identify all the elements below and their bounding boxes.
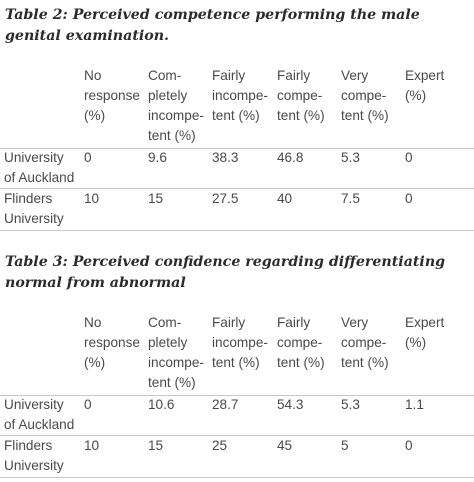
cell-fairly-incompetent: 28.7 (212, 397, 239, 412)
header-fairly-incompetent-line1: Fairly (212, 315, 246, 330)
row-label-line2: University (4, 458, 64, 473)
header-completely-incompetent-line4: tent (%) (148, 128, 196, 143)
header-no-response-line2: response (84, 335, 140, 350)
header-completely-incompetent-line3: incompe- (148, 108, 204, 123)
cell-fairly-incompetent: 38.3 (212, 150, 239, 165)
header-fairly-competent-line2: compe- (277, 88, 323, 103)
table-3-bottom-rule (0, 477, 474, 478)
cell-fairly-competent: 54.3 (277, 397, 304, 412)
table-2-header-rule (0, 148, 474, 149)
cell-expert: 0 (405, 150, 413, 165)
cell-very-competent: 5.3 (341, 397, 360, 412)
cell-no-response: 10 (84, 438, 100, 453)
header-expert-line2: (%) (405, 88, 427, 103)
header-no-response-line3: (%) (84, 108, 106, 123)
cell-completely-incompetent: 10.6 (148, 397, 175, 412)
header-very-competent-line3: tent (%) (341, 108, 389, 123)
row-label-line2: of Auckland (4, 417, 75, 432)
table-2-bottom-rule (0, 230, 474, 231)
cell-fairly-competent: 45 (277, 438, 293, 453)
header-completely-incompetent-line2: pletely (148, 335, 188, 350)
header-no-response-line1: No (84, 315, 102, 330)
header-fairly-competent-line2: compe- (277, 335, 323, 350)
header-completely-incompetent-line2: pletely (148, 88, 188, 103)
cell-no-response: 0 (84, 150, 92, 165)
row-label-line2: of Auckland (4, 170, 75, 185)
table-3-header-rule (0, 395, 474, 396)
cell-very-competent: 5.3 (341, 150, 360, 165)
cell-completely-incompetent: 15 (148, 191, 164, 206)
header-fairly-competent-line1: Fairly (277, 315, 311, 330)
header-very-competent-line3: tent (%) (341, 355, 389, 370)
header-no-response-line2: response (84, 88, 140, 103)
cell-very-competent: 5 (341, 438, 349, 453)
header-expert-line1: Expert (405, 315, 445, 330)
header-expert-line2: (%) (405, 335, 427, 350)
header-fairly-competent-line1: Fairly (277, 68, 311, 83)
header-very-competent-line2: compe- (341, 335, 387, 350)
row-label-line1: University (4, 150, 64, 165)
header-very-competent-line1: Very (341, 68, 369, 83)
cell-no-response: 10 (84, 191, 100, 206)
table-2-row-rule (0, 188, 474, 189)
cell-fairly-competent: 40 (277, 191, 293, 206)
header-completely-incompetent-line4: tent (%) (148, 375, 196, 390)
cell-expert: 0 (405, 191, 413, 206)
cell-completely-incompetent: 9.6 (148, 150, 167, 165)
cell-no-response: 0 (84, 397, 92, 412)
header-no-response-line1: No (84, 68, 102, 83)
cell-fairly-incompetent: 25 (212, 438, 228, 453)
cell-completely-incompetent: 15 (148, 438, 164, 453)
header-completely-incompetent-line1: Com- (148, 315, 182, 330)
cell-fairly-competent: 46.8 (277, 150, 304, 165)
row-label-line2: University (4, 211, 64, 226)
header-expert-line1: Expert (405, 68, 445, 83)
table-3-row-rule (0, 435, 474, 436)
row-label-line1: Flinders (4, 438, 53, 453)
table-2-caption: Table 2: Perceived competence performing… (5, 7, 420, 44)
header-very-competent-line2: compe- (341, 88, 387, 103)
header-fairly-incompetent-line2: incompe- (212, 335, 268, 350)
header-no-response-line3: (%) (84, 355, 106, 370)
header-fairly-incompetent-line3: tent (%) (212, 108, 260, 123)
header-fairly-competent-line3: tent (%) (277, 108, 325, 123)
header-very-competent-line1: Very (341, 315, 369, 330)
row-label-line1: University (4, 397, 64, 412)
cell-expert: 1.1 (405, 397, 424, 412)
header-completely-incompetent-line3: incompe- (148, 355, 204, 370)
header-fairly-incompetent-line3: tent (%) (212, 355, 260, 370)
row-label-line1: Flinders (4, 191, 53, 206)
cell-expert: 0 (405, 438, 413, 453)
header-fairly-incompetent-line1: Fairly (212, 68, 246, 83)
header-fairly-incompetent-line2: incompe- (212, 88, 268, 103)
cell-fairly-incompetent: 27.5 (212, 191, 239, 206)
cell-very-competent: 7.5 (341, 191, 360, 206)
header-completely-incompetent-line1: Com- (148, 68, 182, 83)
header-fairly-competent-line3: tent (%) (277, 355, 325, 370)
table-3-caption: Table 3: Perceived confidence regarding … (5, 254, 446, 291)
